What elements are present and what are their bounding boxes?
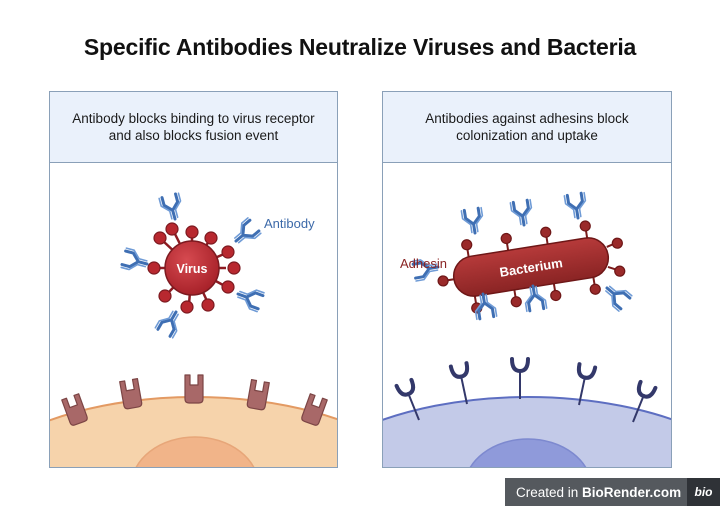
antibody xyxy=(508,198,536,229)
antibody xyxy=(228,216,263,251)
bacterium-panel-caption-box: Antibodies against adhesins block coloni… xyxy=(383,92,671,163)
credit-text: Created in BioRender.com xyxy=(505,485,681,500)
credit-brand: BioRender.com xyxy=(582,484,682,500)
virus: Virus xyxy=(147,222,241,314)
virus-panel-caption-box: Antibody blocks binding to virus recepto… xyxy=(50,92,337,163)
bacterium-scene: Bacterium Adhesin xyxy=(383,191,671,467)
biorender-credit[interactable]: Created in BioRender.com bio xyxy=(505,478,720,506)
cell-receptor xyxy=(184,374,204,404)
antibody xyxy=(157,191,187,224)
adhesin-label: Adhesin xyxy=(400,256,447,271)
antibody xyxy=(119,246,152,276)
virus-panel-caption: Antibody blocks binding to virus recepto… xyxy=(72,111,315,143)
antibody xyxy=(153,305,187,340)
credit-prefix: Created in xyxy=(516,484,583,500)
antibody xyxy=(459,206,487,237)
antibody xyxy=(233,283,266,314)
host-cell-right xyxy=(383,396,671,467)
antibody-label: Antibody xyxy=(264,216,315,231)
biorender-logo-icon: bio xyxy=(687,478,720,506)
antibody xyxy=(562,191,590,222)
bacterium-panel-caption: Antibodies against adhesins block coloni… xyxy=(425,111,629,143)
virus-panel: Antibody blocks binding to virus recepto… xyxy=(49,91,338,468)
virus-scene: Virus Antibody xyxy=(50,191,337,467)
bacterium-panel: Antibodies against adhesins block coloni… xyxy=(382,91,672,468)
host-cell-left xyxy=(50,396,337,467)
bacterium: Bacterium xyxy=(437,220,626,314)
cell-receptor xyxy=(510,357,530,401)
adhesin xyxy=(437,275,449,287)
antibody xyxy=(599,278,634,313)
virus-label: Virus xyxy=(176,262,207,276)
page-title: Specific Antibodies Neutralize Viruses a… xyxy=(83,34,637,60)
